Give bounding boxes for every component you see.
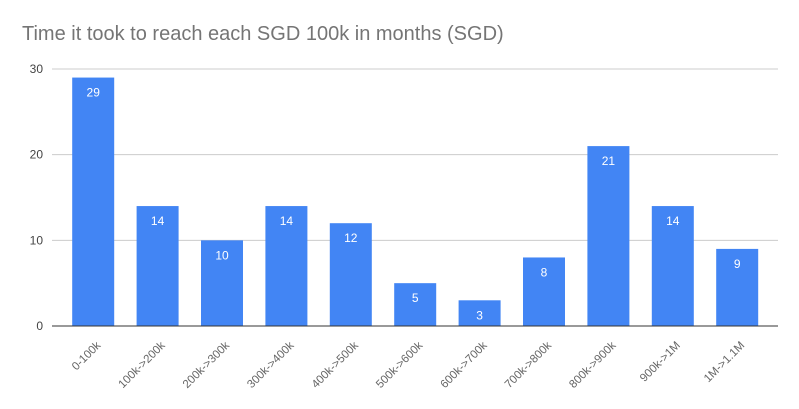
x-tick-label: 300k->400k bbox=[245, 339, 296, 390]
x-tick-label: 1M->1.1M bbox=[702, 340, 747, 385]
x-tick-label: 700k->800k bbox=[503, 339, 554, 390]
bar bbox=[136, 206, 179, 326]
bar bbox=[651, 206, 694, 326]
x-tick-label: 600k->700k bbox=[439, 339, 490, 390]
data-label: 12 bbox=[344, 231, 358, 245]
x-tick-label: 0-100k bbox=[70, 339, 104, 373]
data-label: 8 bbox=[541, 265, 548, 279]
x-tick-label: 100k->200k bbox=[117, 339, 168, 390]
data-label: 14 bbox=[151, 214, 165, 228]
data-label: 5 bbox=[412, 291, 419, 305]
y-tick-label: 10 bbox=[30, 233, 44, 247]
x-axis: 0-100k 100k->200k 200k->300k 300k->400k 400k… bbox=[52, 325, 778, 391]
y-tick-label: 20 bbox=[30, 148, 44, 162]
data-label: 14 bbox=[666, 214, 680, 228]
data-label: 21 bbox=[602, 154, 616, 168]
x-tick-label: 500k->600k bbox=[374, 339, 425, 390]
bar bbox=[523, 257, 565, 326]
x-tick-label: 400k->500k bbox=[310, 339, 361, 390]
bar bbox=[72, 77, 115, 326]
bars: 29 14 10 14 12 5 3 8 21 14 9 bbox=[72, 77, 759, 326]
y-tick-label: 0 bbox=[36, 319, 43, 333]
chart-title: Time it took to reach each SGD 100k in m… bbox=[22, 23, 504, 45]
data-label: 9 bbox=[734, 257, 741, 271]
data-label: 29 bbox=[87, 86, 101, 100]
x-tick-label: 200k->300k bbox=[181, 339, 232, 390]
bar bbox=[265, 206, 308, 326]
bar bbox=[458, 300, 501, 326]
y-axis: 0 10 20 30 bbox=[30, 62, 44, 333]
data-label: 14 bbox=[280, 214, 294, 228]
bar bbox=[201, 240, 243, 326]
data-label: 3 bbox=[476, 308, 483, 322]
bar bbox=[394, 283, 437, 326]
bar bbox=[329, 223, 372, 326]
bar bbox=[587, 146, 630, 326]
bar bbox=[716, 248, 759, 326]
x-tick-label: 800k->900k bbox=[567, 339, 618, 390]
y-tick-label: 30 bbox=[30, 62, 44, 76]
x-tick-label: 900k->1M bbox=[638, 340, 683, 385]
data-label: 10 bbox=[215, 248, 229, 262]
